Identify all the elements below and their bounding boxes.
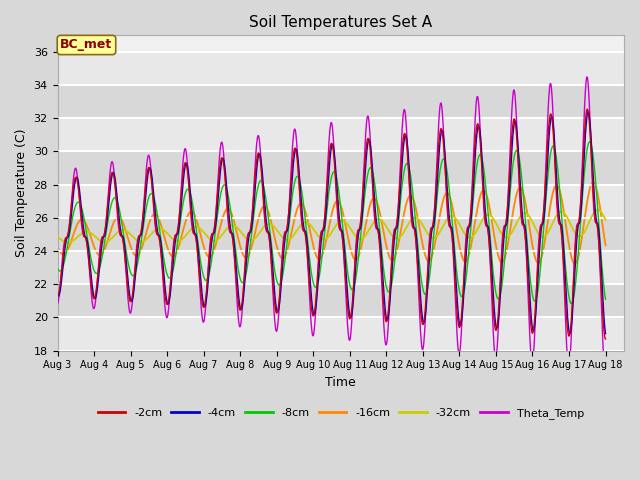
- Bar: [58, 284, 624, 317]
- Bar: [58, 152, 624, 185]
- Bar: [58, 118, 624, 152]
- Legend: -2cm, -4cm, -8cm, -16cm, -32cm, Theta_Temp: -2cm, -4cm, -8cm, -16cm, -32cm, Theta_Te…: [93, 404, 588, 423]
- X-axis label: Time: Time: [325, 376, 356, 389]
- Bar: [58, 218, 624, 251]
- Text: BC_met: BC_met: [60, 38, 113, 51]
- Bar: [58, 52, 624, 85]
- Title: Soil Temperatures Set A: Soil Temperatures Set A: [249, 15, 432, 30]
- Bar: [58, 317, 624, 350]
- Y-axis label: Soil Temperature (C): Soil Temperature (C): [15, 129, 28, 257]
- Bar: [58, 85, 624, 118]
- Bar: [58, 185, 624, 218]
- Bar: [58, 251, 624, 284]
